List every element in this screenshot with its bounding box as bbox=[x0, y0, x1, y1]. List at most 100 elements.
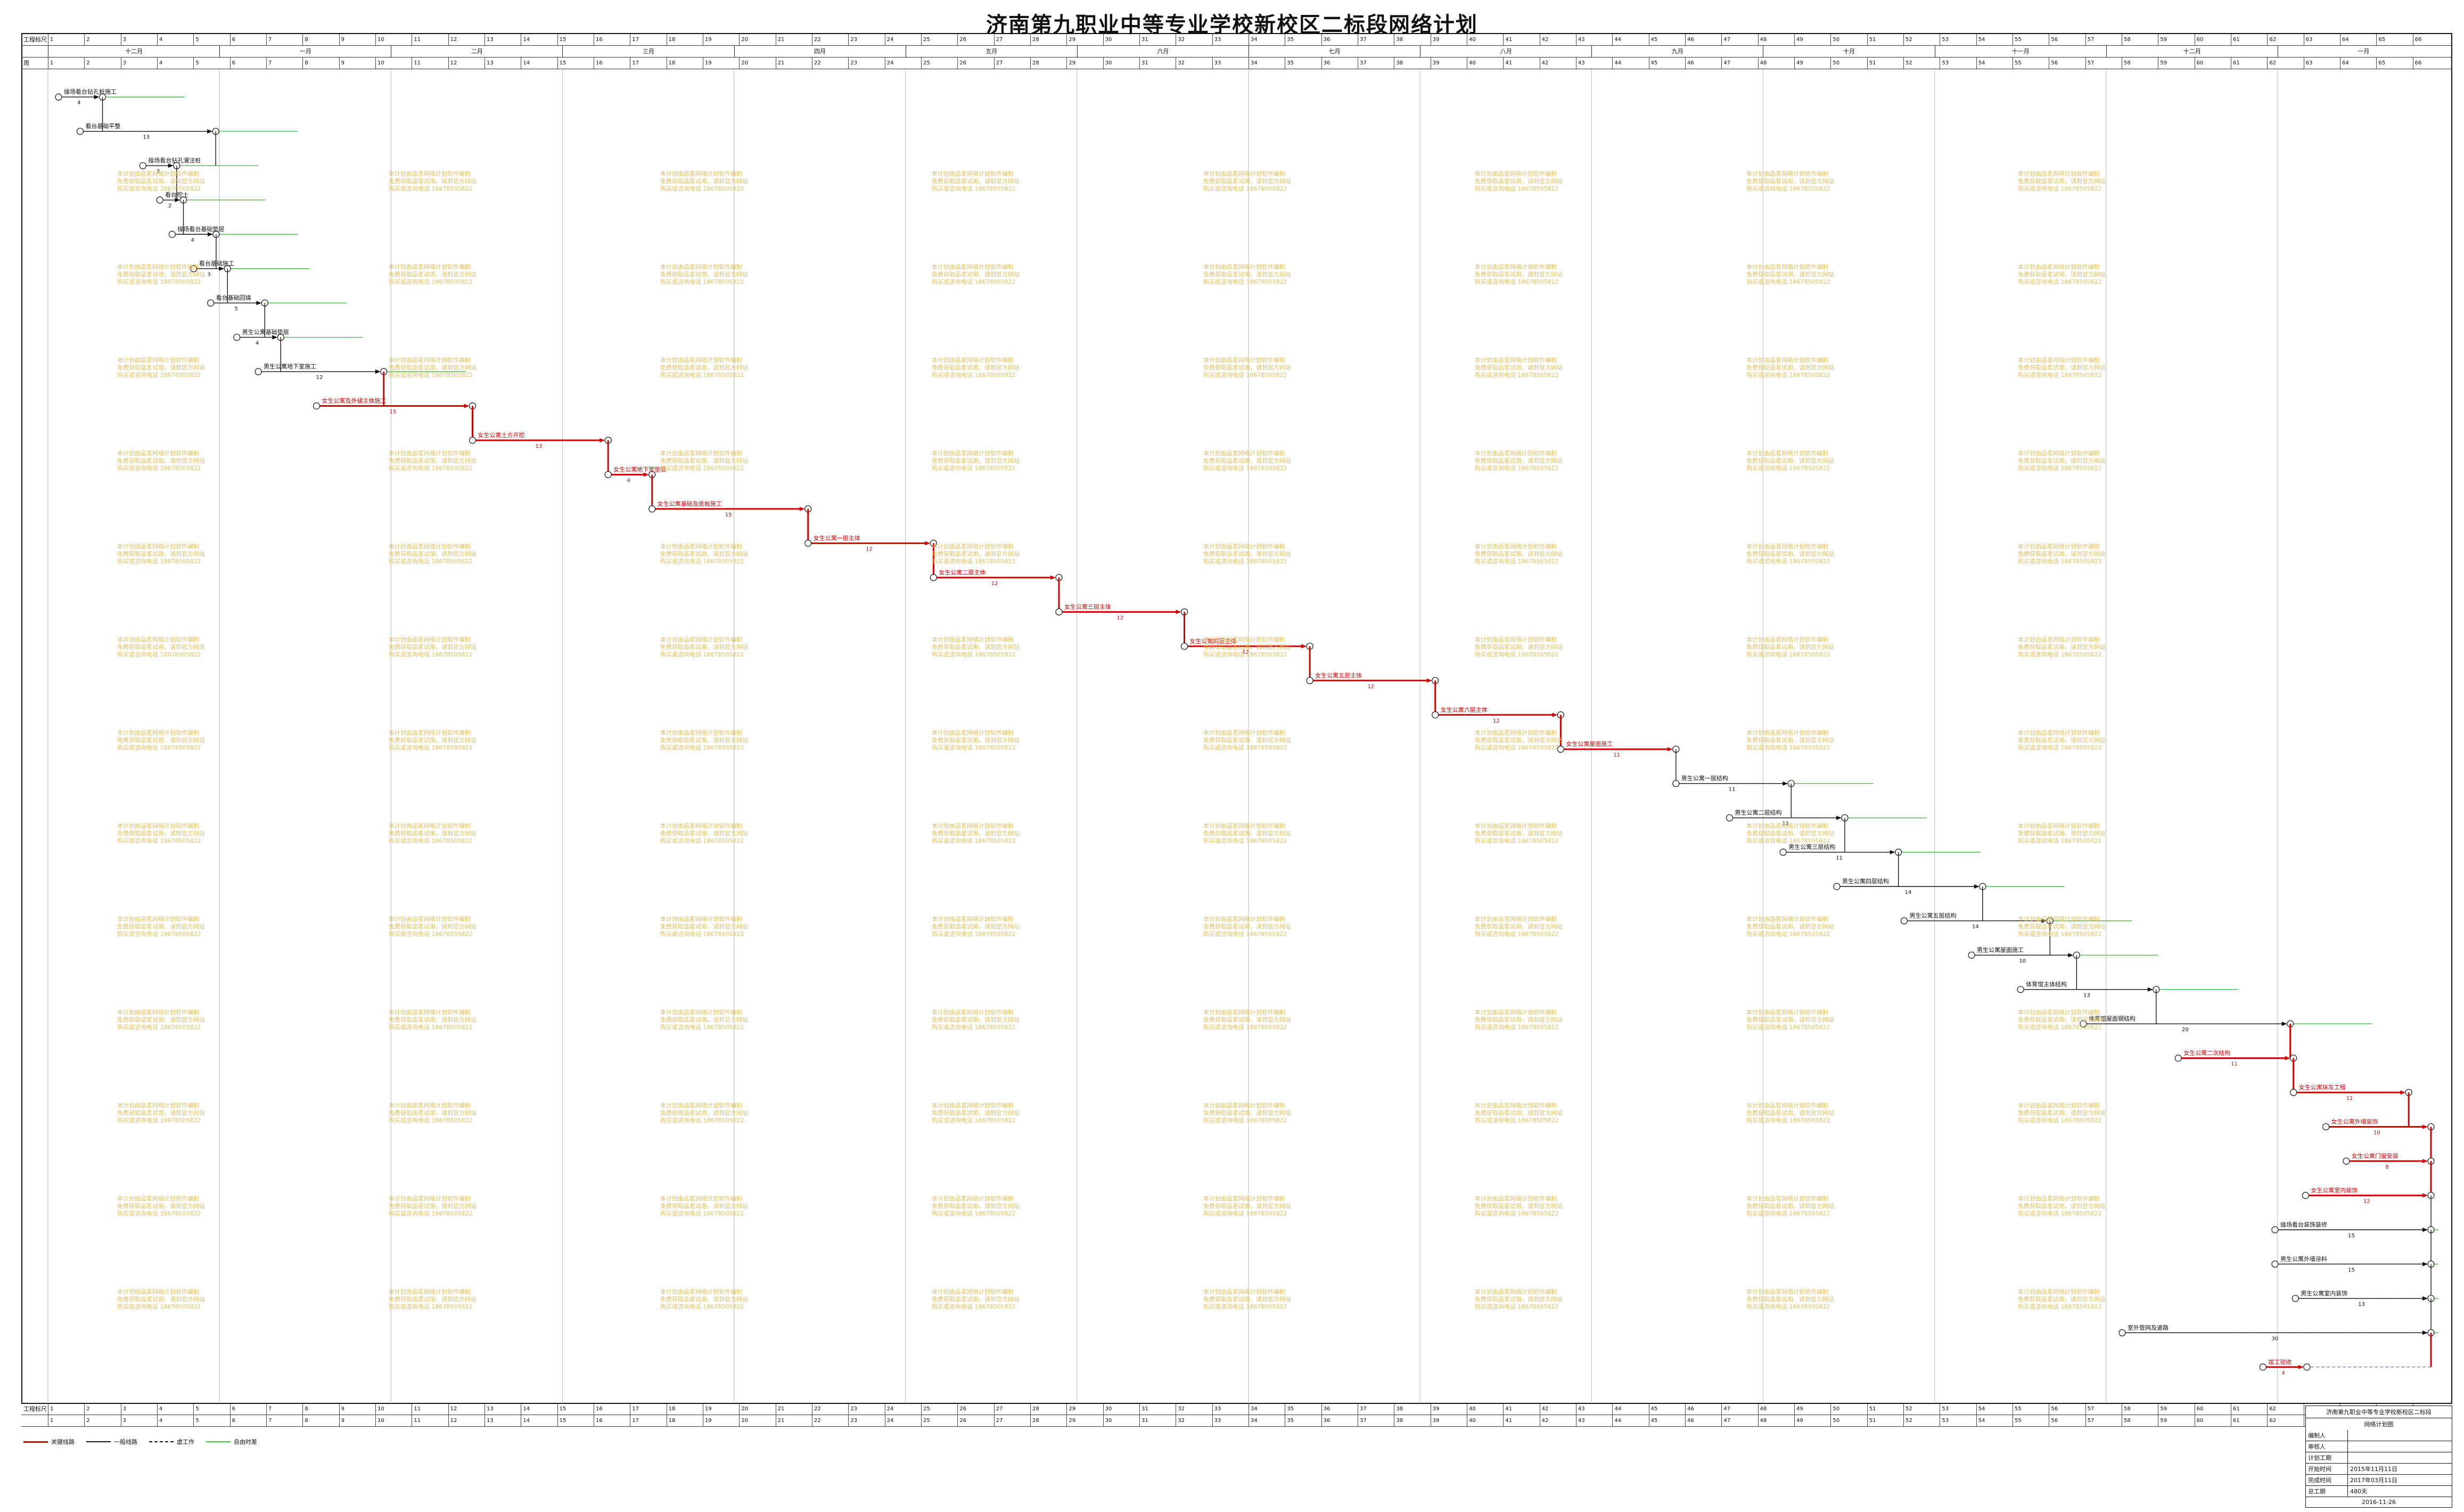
arrow-head bbox=[168, 163, 174, 168]
month-row: 十二月 一月 二月 三月 四月 五月 六月 七月 八月 九月 十月 十一月 十二月 一月 bbox=[21, 46, 2452, 57]
bottom-scale-tick: 13 bbox=[484, 1403, 521, 1415]
bottom-week-tick: 22 bbox=[812, 1415, 848, 1427]
watermark-text: 本计划由品茗网络计划软件编制 免费获取品茗试用，请到官方网站 购买或咨询电话 186… bbox=[1475, 636, 1563, 658]
bottom-week-tick: 30 bbox=[1103, 1415, 1139, 1427]
week-tick: 19 bbox=[703, 57, 739, 69]
event-node bbox=[1557, 745, 1564, 753]
arrow-head bbox=[1050, 575, 1056, 580]
week-tick: 20 bbox=[739, 57, 775, 69]
activity-label: 男生公寓一层结构 bbox=[1681, 775, 1728, 782]
bottom-scale-tick: 5 bbox=[193, 1403, 229, 1415]
watermark-text: 本计划由品茗网络计划软件编制 免费获取品茗试用，请到官方网站 购买或咨询电话 186… bbox=[389, 823, 477, 844]
activity-duration: 20 bbox=[2182, 1027, 2189, 1033]
bottom-scale-tick: 53 bbox=[1940, 1403, 1976, 1415]
watermark-text: 本计划由品茗网络计划软件编制 免费获取品茗试用，请到官方网站 购买或咨询电话 186… bbox=[932, 636, 1020, 658]
activity-label: 男生公寓四层结构 bbox=[1842, 877, 1889, 885]
watermark-text: 本计划由品茗网络计划软件编制 免费获取品茗试用，请到官方网站 购买或咨询电话 186… bbox=[1203, 1195, 1291, 1217]
watermark-text: 本计划由品茗网络计划软件编制 免费获取品茗试用，请到官方网站 购买或咨询电话 186… bbox=[389, 1102, 477, 1124]
bottom-week-tick: 47 bbox=[1721, 1415, 1757, 1427]
bottom-scale-tick: 62 bbox=[2267, 1403, 2303, 1415]
week-tick: 52 bbox=[1903, 57, 1940, 69]
week-tick: 47 bbox=[1721, 57, 1757, 69]
arrow-head bbox=[799, 506, 805, 511]
arrow-head bbox=[207, 232, 213, 237]
month-label: 四月 bbox=[734, 46, 906, 57]
activity-duration: 12 bbox=[2363, 1198, 2370, 1204]
bottom-week-tick: 45 bbox=[1648, 1415, 1685, 1427]
bottom-week-tick: 4 bbox=[157, 1415, 193, 1427]
week-tick: 61 bbox=[2231, 57, 2267, 69]
week-tick: 51 bbox=[1867, 57, 1903, 69]
arrow-head bbox=[2285, 1056, 2290, 1061]
top-scale-tick: 49 bbox=[1794, 34, 1830, 46]
watermark-text: 本计划由品茗网络计划软件编制 免费获取品茗试用，请到官方网站 购买或咨询电话 186… bbox=[1746, 1009, 1834, 1031]
watermark-text: 本计划由品茗网络计划软件编制 免费获取品茗试用，请到官方网站 购买或咨询电话 186… bbox=[1475, 264, 1563, 285]
event-node bbox=[604, 471, 612, 479]
bottom-week-tick: 62 bbox=[2267, 1415, 2303, 1427]
bottom-scale-tick: 20 bbox=[739, 1403, 775, 1415]
bottom-week-tick: 26 bbox=[957, 1415, 993, 1427]
week-tick: 5 bbox=[193, 57, 229, 69]
watermark-text: 本计划由品茗网络计划软件编制 免费获取品茗试用，请到官方网站 购买或咨询电话 186… bbox=[117, 1009, 205, 1031]
watermark-text: 本计划由品茗网络计划软件编制 免费获取品茗试用，请到官方网站 购买或咨询电话 186… bbox=[389, 357, 477, 379]
bottom-week-tick: 53 bbox=[1940, 1415, 1976, 1427]
week-tick: 7 bbox=[266, 57, 302, 69]
activity-duration: 4 bbox=[2281, 1370, 2285, 1376]
info-row: 总工期 480天 bbox=[2306, 1485, 2452, 1497]
bottom-week-tick: 58 bbox=[2122, 1415, 2158, 1427]
top-scale-tick: 23 bbox=[848, 34, 884, 46]
week-tick: 42 bbox=[1539, 57, 1576, 69]
arrow-head bbox=[272, 335, 278, 340]
week-tick: 60 bbox=[2194, 57, 2231, 69]
bottom-scale-tick: 2 bbox=[84, 1403, 120, 1415]
watermark-text: 本计划由品茗网络计划软件编制 免费获取品茗试用，请到官方网站 购买或咨询电话 186… bbox=[1746, 543, 1834, 565]
activity-duration: 13 bbox=[2083, 993, 2090, 999]
info-row: 编制人 bbox=[2306, 1430, 2452, 1441]
watermark-text: 本计划由品茗网络计划软件编制 免费获取品茗试用，请到官方网站 购买或咨询电话 186… bbox=[1475, 823, 1563, 844]
activity-duration: 8 bbox=[2385, 1164, 2388, 1170]
top-scale-tick: 61 bbox=[2231, 34, 2267, 46]
top-scale-tick: 15 bbox=[557, 34, 594, 46]
arrow-head bbox=[256, 301, 262, 306]
week-tick: 64 bbox=[2340, 57, 2376, 69]
week-tick: 49 bbox=[1794, 57, 1830, 69]
watermark-text: 本计划由品茗网络计划软件编制 免费获取品茗试用，请到官方网站 购买或咨询电话 186… bbox=[660, 170, 748, 192]
activity-label: 女生公寓六层主体 bbox=[1441, 706, 1488, 713]
diagram-frame bbox=[21, 33, 2452, 1404]
top-scale-tick: 18 bbox=[666, 34, 703, 46]
watermark-text: 本计划由品茗网络计划软件编制 免费获取品茗试用，请到官方网站 购买或咨询电话 186… bbox=[1475, 543, 1563, 565]
activity-duration: 12 bbox=[991, 581, 998, 587]
event-node bbox=[156, 196, 163, 204]
week-tick: 38 bbox=[1394, 57, 1430, 69]
event-node bbox=[1432, 711, 1439, 719]
watermark-text: 本计划由品茗网络计划软件编制 免费获取品茗试用，请到官方网站 购买或咨询电话 186… bbox=[1203, 357, 1291, 379]
top-scale-tick: 14 bbox=[521, 34, 557, 46]
watermark-text: 本计划由品茗网络计划软件编制 免费获取品茗试用，请到官方网站 购买或咨询电话 186… bbox=[389, 170, 477, 192]
activity-duration: 3 bbox=[157, 169, 160, 175]
week-tick: 44 bbox=[1612, 57, 1648, 69]
bottom-week-tick: 46 bbox=[1685, 1415, 1721, 1427]
arrow-head bbox=[207, 129, 213, 134]
event-node bbox=[1306, 677, 1313, 684]
bottom-scale-tick: 7 bbox=[266, 1403, 302, 1415]
bottom-scale-tick: 49 bbox=[1794, 1403, 1830, 1415]
activity-duration: 12 bbox=[1368, 684, 1375, 689]
watermark-text: 本计划由品茗网络计划软件编制 免费获取品茗试用，请到官方网站 购买或咨询电话 186… bbox=[932, 450, 1020, 472]
watermark-text: 本计划由品茗网络计划软件编制 免费获取品茗试用，请到官方网站 购买或咨询电话 186… bbox=[932, 1102, 1020, 1124]
info-row: 完成时间 2017年03月11日 bbox=[2306, 1474, 2452, 1485]
bottom-week-tick: 36 bbox=[1321, 1415, 1358, 1427]
arrow-head bbox=[1552, 712, 1558, 717]
month-label: 六月 bbox=[1077, 46, 1249, 57]
bottom-scale-tick: 10 bbox=[375, 1403, 412, 1415]
info-value bbox=[2348, 1430, 2452, 1441]
bottom-scale-tick: 57 bbox=[2085, 1403, 2122, 1415]
month-label: 三月 bbox=[562, 46, 734, 57]
week-tick: 33 bbox=[1212, 57, 1249, 69]
top-scale-tick: 20 bbox=[739, 34, 775, 46]
top-scale-tick: 4 bbox=[157, 34, 193, 46]
bottom-scale-tick: 36 bbox=[1321, 1403, 1358, 1415]
bottom-week-tick: 27 bbox=[993, 1415, 1030, 1427]
top-scale-tick: 54 bbox=[1976, 34, 2013, 46]
top-scale-tick: 39 bbox=[1430, 34, 1467, 46]
activity-duration: 11 bbox=[1782, 821, 1789, 827]
